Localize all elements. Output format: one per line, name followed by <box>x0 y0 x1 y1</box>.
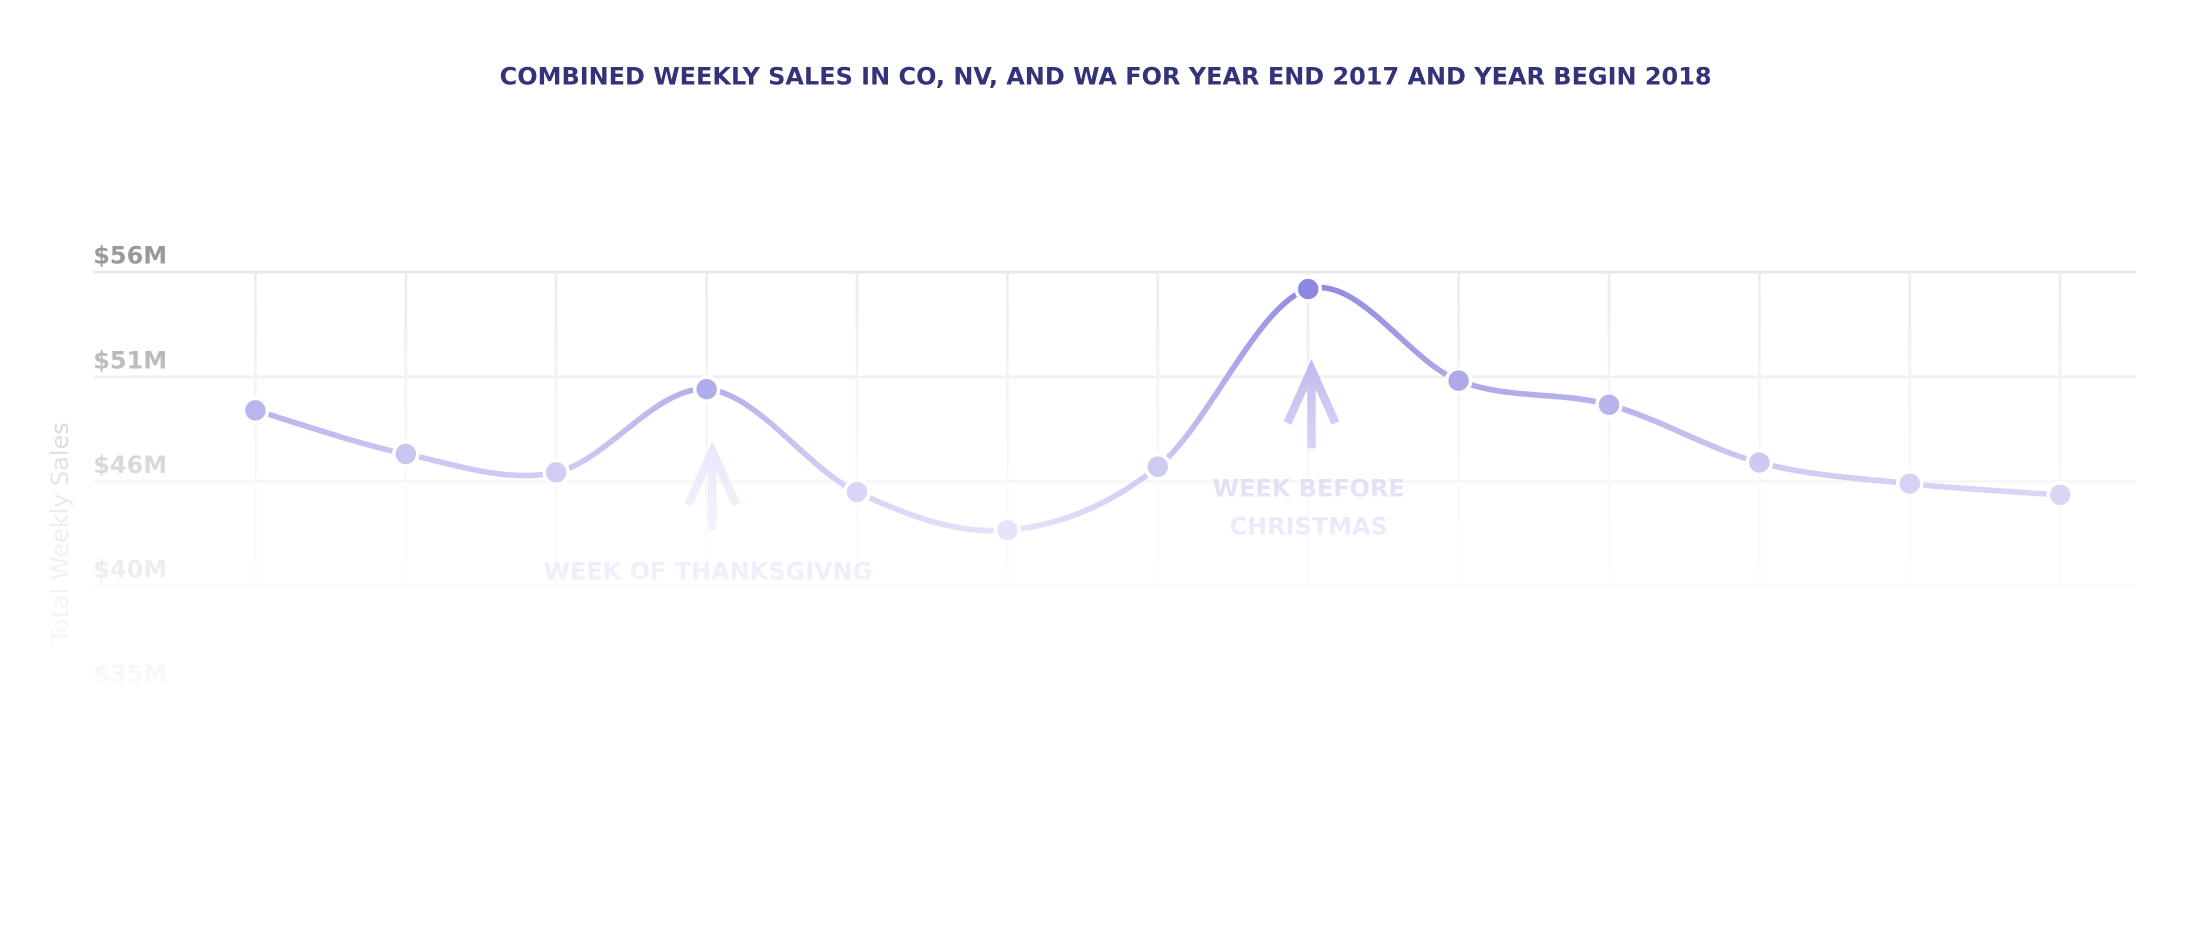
point <box>241 396 270 425</box>
annotation: CHRISTMAS <box>1230 512 1388 540</box>
y-tick-label: $35M <box>93 660 167 688</box>
point <box>993 516 1022 544</box>
point <box>1144 453 1172 481</box>
annotation-arrow <box>684 440 741 531</box>
annotation: WEEK BEFORE <box>1213 474 1405 502</box>
y-tick-label: $56M <box>93 242 167 270</box>
point <box>1444 366 1473 395</box>
point <box>692 375 721 403</box>
y-tick-label: $51M <box>93 346 167 374</box>
y-tick-label: $40M <box>93 556 167 584</box>
axes: Total Weekly Sales $56M $51M $46M $40M $35M W… <box>46 242 2137 693</box>
chart-title: COMBINED WEEKLY SALES IN CO, NV, AND WA … <box>500 63 1712 91</box>
point <box>1745 448 1774 477</box>
point <box>2046 481 2074 509</box>
y-axis-label: Total Weekly Sales <box>46 422 74 644</box>
series <box>241 275 2074 544</box>
point <box>1595 390 1623 419</box>
annotation: WEEK OF THANKSGIVNG <box>544 557 873 585</box>
point <box>1294 275 1322 303</box>
annotation-arrow <box>1283 359 1340 449</box>
point <box>542 458 570 487</box>
y-tick-label: $46M <box>93 451 167 479</box>
point <box>843 478 871 506</box>
point <box>392 440 420 468</box>
point <box>1896 469 1924 498</box>
